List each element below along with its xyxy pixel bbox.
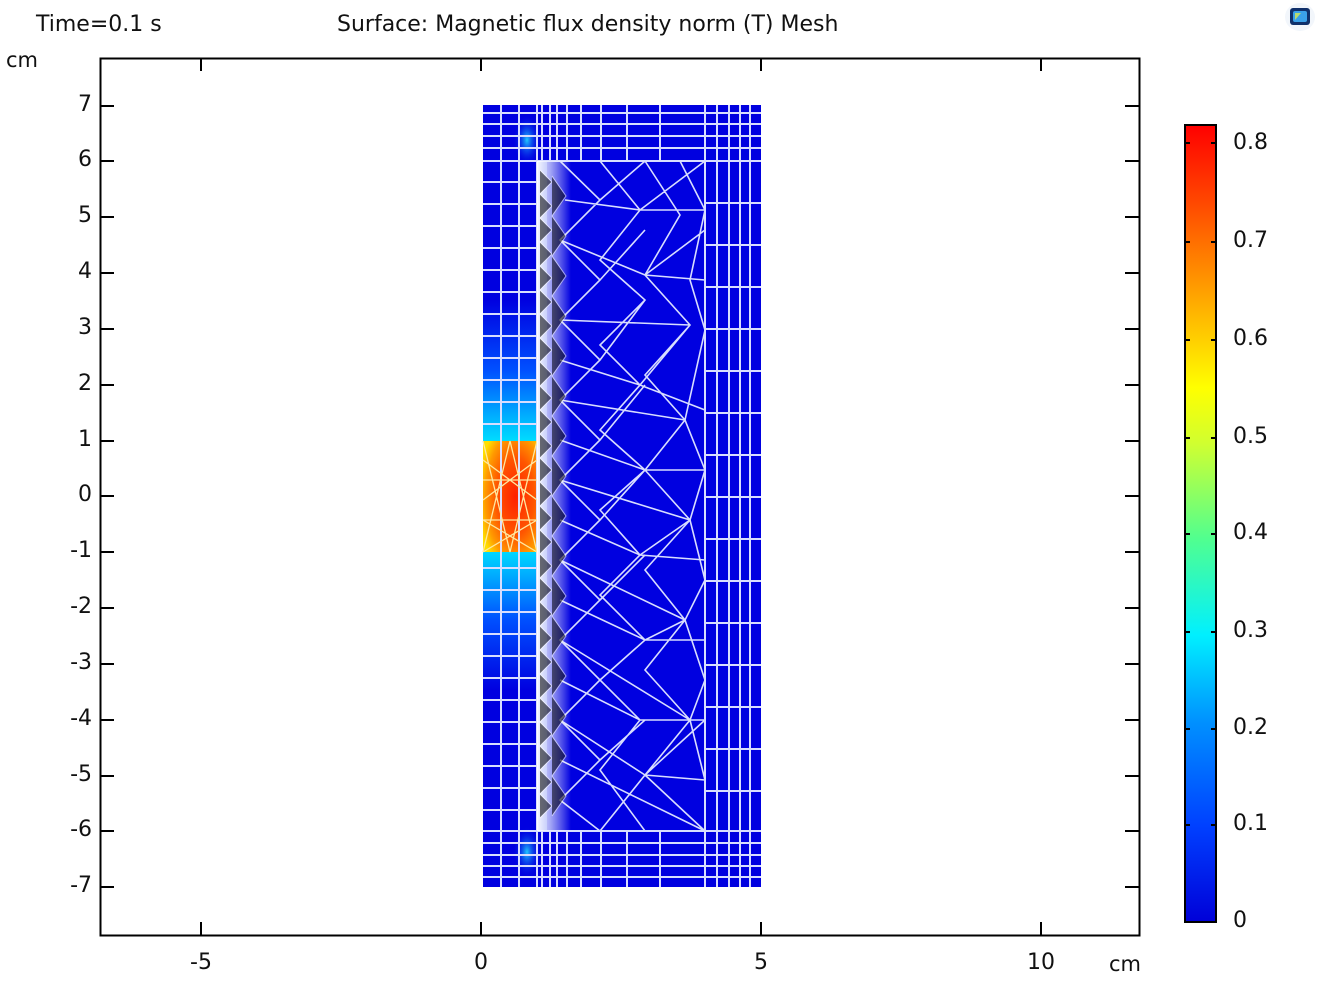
- y-tick-label: 5: [78, 203, 92, 228]
- y-tick-label: 0: [78, 482, 92, 507]
- x-tick-label: 0: [474, 950, 488, 975]
- colorbar-tick-label: 0.3: [1233, 618, 1268, 643]
- plot-title: Surface: Magnetic flux density norm (T) …: [337, 12, 839, 37]
- y-tick-label: 4: [78, 259, 92, 284]
- colorbar-tick-label: 0.7: [1233, 228, 1268, 253]
- y-axis-ticks: [100, 105, 1139, 888]
- y-tick-label: 2: [78, 371, 92, 396]
- y-tick-label: -1: [70, 538, 92, 563]
- x-tick-label: 5: [754, 950, 768, 975]
- x-axis-unit: cm: [1109, 952, 1142, 976]
- y-tick-label: -4: [70, 706, 92, 731]
- y-tick-label: -6: [70, 817, 92, 842]
- y-tick-label: -3: [70, 650, 92, 675]
- colorbar-tick-label: 0.4: [1233, 520, 1268, 545]
- colorbar-tick-label: 0.8: [1233, 130, 1268, 155]
- y-tick-label: -2: [70, 594, 92, 619]
- colorbar: [1184, 124, 1217, 923]
- y-tick-label: 3: [78, 315, 92, 340]
- colorbar-tick-label: 0.5: [1233, 424, 1268, 449]
- time-label: Time=0.1 s: [36, 12, 162, 37]
- comsol-logo-icon: [1285, 3, 1315, 31]
- y-tick-label: 7: [78, 92, 92, 117]
- y-tick-label: -7: [70, 873, 92, 898]
- x-tick-label: -5: [190, 950, 212, 975]
- colorbar-tick-label: 0: [1233, 908, 1247, 933]
- colorbar-tick-label: 0.2: [1233, 715, 1268, 740]
- y-tick-label: 6: [78, 147, 92, 172]
- colorbar-tick-label: 0.1: [1233, 811, 1268, 836]
- y-tick-label: 1: [78, 427, 92, 452]
- x-tick-label: 10: [1027, 950, 1055, 975]
- x-axis-ticks: [200, 58, 1042, 935]
- y-tick-label: -5: [70, 762, 92, 787]
- colorbar-tick-label: 0.6: [1233, 326, 1268, 351]
- y-axis-unit: cm: [6, 48, 39, 72]
